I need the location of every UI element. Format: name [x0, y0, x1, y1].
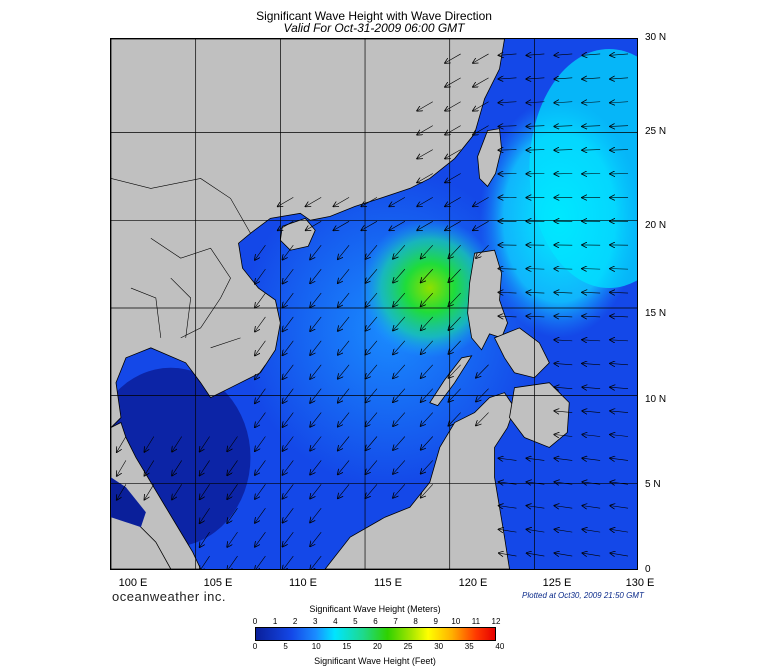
colorbar-meters-tick: 6: [366, 617, 386, 626]
colorbar-feet-tick: 0: [245, 642, 265, 651]
colorbar-meters-tick: 8: [406, 617, 426, 626]
colorbar-meters-tick: 10: [446, 617, 466, 626]
lon-label-105e: 105 E: [198, 577, 238, 589]
colorbar-feet-tick: 30: [429, 642, 449, 651]
colorbar-feet-tick: 20: [367, 642, 387, 651]
wave-height-colorbar: [255, 627, 496, 641]
lat-label-0: 0: [645, 564, 651, 575]
wave-height-map: [110, 38, 638, 570]
colorbar-meters-tick: 5: [345, 617, 365, 626]
lat-label-20n: 20 N: [645, 220, 666, 231]
colorbar-meters-title: Significant Wave Height (Meters): [255, 604, 495, 614]
lon-label-100e: 100 E: [113, 577, 153, 589]
colorbar-meters-tick: 2: [285, 617, 305, 626]
colorbar-feet-tick: 40: [490, 642, 510, 651]
colorbar-feet-tick: 25: [398, 642, 418, 651]
lat-label-30n: 30 N: [645, 32, 666, 43]
colorbar-meters-tick: 11: [466, 617, 486, 626]
colorbar-meters-tick: 1: [265, 617, 285, 626]
lat-label-5n: 5 N: [645, 479, 661, 490]
lon-label-125e: 125 E: [537, 577, 577, 589]
colorbar-feet-tick: 10: [306, 642, 326, 651]
colorbar-feet-tick: 15: [337, 642, 357, 651]
brand-label: oceanweather inc.: [112, 589, 226, 604]
colorbar-meters-tick: 3: [305, 617, 325, 626]
map-subtitle: Valid For Oct-31-2009 06:00 GMT: [110, 21, 638, 35]
lon-label-120e: 120 E: [453, 577, 493, 589]
colorbar-meters-tick: 12: [486, 617, 506, 626]
lon-label-115e: 115 E: [368, 577, 408, 589]
colorbar-feet-tick: 5: [276, 642, 296, 651]
plotted-timestamp: Plotted at Oct30, 2009 21:50 GMT: [522, 591, 644, 600]
colorbar-meters-tick: 9: [426, 617, 446, 626]
lat-label-15n: 15 N: [645, 308, 666, 319]
colorbar-feet-tick: 35: [459, 642, 479, 651]
colorbar-meters-tick: 0: [245, 617, 265, 626]
colorbar-meters-tick: 4: [325, 617, 345, 626]
lat-label-10n: 10 N: [645, 394, 666, 405]
lon-label-110e: 110 E: [283, 577, 323, 589]
colorbar-meters-tick: 7: [386, 617, 406, 626]
lon-label-130e: 130 E: [620, 577, 660, 589]
lat-label-25n: 25 N: [645, 126, 666, 137]
